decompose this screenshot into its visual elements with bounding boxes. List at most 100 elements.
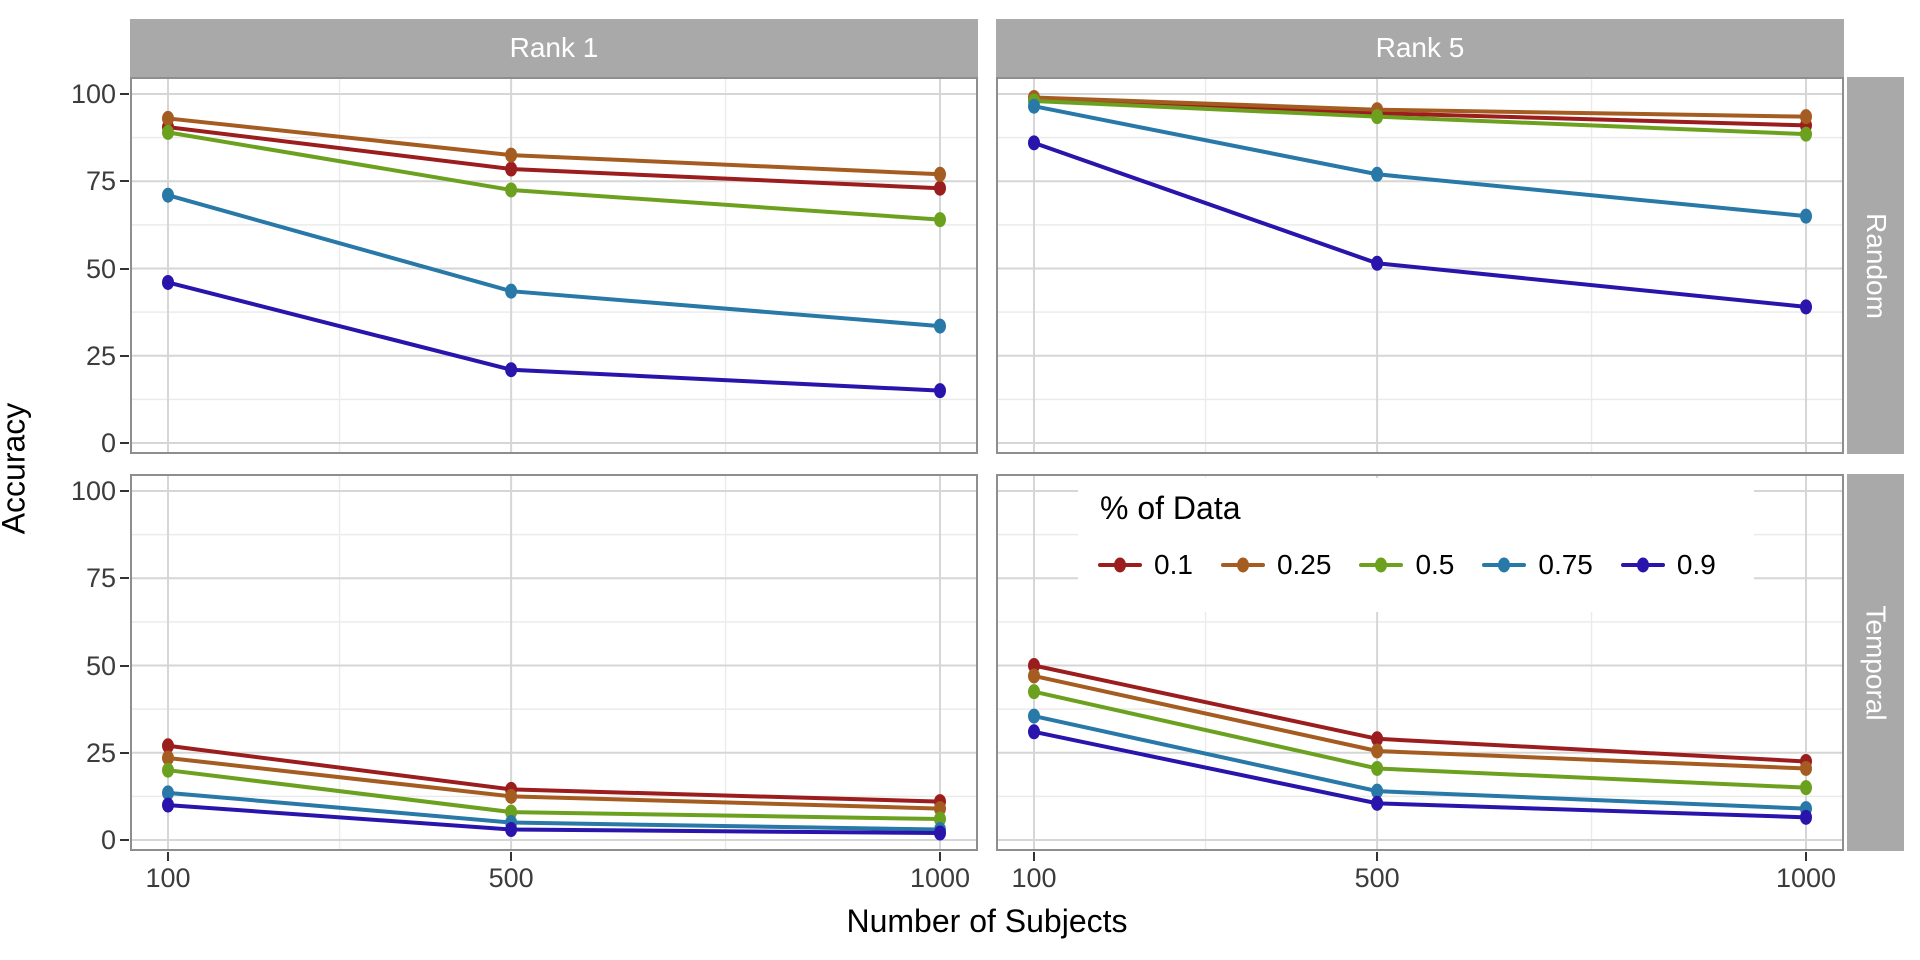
data-point [505, 822, 518, 838]
data-point [1371, 743, 1384, 759]
data-point [934, 383, 946, 399]
data-point [162, 274, 174, 290]
y-tick-label: 25 [85, 340, 116, 371]
y-tick-label: 100 [70, 476, 116, 506]
panel-border [996, 474, 1844, 851]
legend-item: 0.1 [1098, 549, 1193, 581]
x-tick-mark [510, 852, 513, 861]
data-point [162, 187, 174, 203]
data-point [1371, 795, 1384, 811]
legend-key-icon [1620, 557, 1665, 573]
legend: % of Data 0.1 0.25 0.5 0.75 0.9 [1078, 478, 1754, 612]
data-point [505, 362, 518, 378]
legend-item: 0.9 [1620, 549, 1716, 581]
legend-item: 0.5 [1359, 549, 1454, 581]
facet-column-strip-rank-1: Rank 1 [130, 19, 978, 77]
y-tick-mark [120, 839, 129, 841]
data-series-line [166, 130, 942, 222]
x-axis-title: Number of Subjects [846, 903, 1128, 939]
x-tick-label: 500 [1354, 863, 1400, 893]
facet-row-label: Temporal [1860, 604, 1892, 721]
data-point [162, 124, 174, 140]
legend-items: 0.1 0.25 0.5 0.75 0.9 [1078, 549, 1754, 581]
panel-plot-area [130, 474, 978, 851]
data-point [1371, 109, 1384, 125]
panel-plot-area [996, 77, 1844, 454]
y-tick-label: 100 [70, 79, 116, 109]
x-tick-mark [167, 852, 169, 861]
data-point [162, 762, 174, 778]
data-point [162, 110, 174, 126]
legend-item-label: 0.5 [1415, 549, 1455, 580]
y-tick-mark [120, 751, 129, 754]
data-point [1028, 668, 1040, 684]
data-point [162, 797, 174, 813]
legend-key-dot [1114, 557, 1126, 573]
data-point [1371, 760, 1384, 776]
facet-row-strip-random: Random [1847, 77, 1904, 454]
data-point [1800, 109, 1812, 125]
data-point [1371, 783, 1384, 799]
legend-item-label: 0.9 [1676, 549, 1716, 580]
legend-key-icon [1359, 557, 1404, 573]
legend-item-label: 0.25 [1276, 549, 1332, 580]
legend-item-label: 0.1 [1154, 549, 1193, 580]
data-point [162, 738, 174, 754]
y-tick-mark [120, 577, 129, 580]
facet-row-strip-temporal: Temporal [1847, 474, 1904, 851]
y-tick-label: 0 [100, 825, 116, 855]
data-point [505, 147, 518, 163]
facet-column-strip-rank-5: Rank 5 [996, 19, 1844, 77]
data-point [1371, 255, 1384, 271]
legend-item: 0.25 [1220, 549, 1332, 581]
data-point [934, 318, 946, 334]
x-tick-mark [1033, 852, 1035, 861]
x-tick-label: 1000 [1775, 863, 1837, 893]
data-point [505, 283, 518, 299]
y-tick-mark [120, 664, 129, 667]
data-series-line [166, 193, 942, 329]
data-point [1028, 724, 1040, 740]
legend-key-icon [1220, 557, 1265, 573]
panel-rank5-random [996, 77, 1844, 454]
data-point [1800, 208, 1812, 224]
y-tick-label: 0 [100, 428, 116, 458]
y-tick-label: 75 [85, 166, 116, 197]
x-tick-label: 500 [488, 863, 534, 893]
data-point [162, 785, 174, 801]
x-tick-mark [1805, 852, 1807, 861]
data-point [505, 788, 518, 804]
y-axis-title: Accuracy [0, 402, 32, 535]
x-tick-label: 100 [145, 863, 191, 893]
data-point [1371, 166, 1384, 182]
legend-key-icon [1482, 557, 1527, 573]
legend-key-dot [1375, 557, 1388, 573]
x-tick-mark [1376, 852, 1379, 861]
data-series-line [166, 280, 942, 393]
y-tick-mark [120, 180, 129, 183]
facet-row-label: Random [1860, 212, 1892, 319]
facet-column-label: Rank 5 [1375, 32, 1465, 63]
data-point [1028, 98, 1040, 114]
data-series-line [166, 743, 942, 804]
data-point [1028, 684, 1040, 700]
data-point [934, 212, 946, 228]
legend-key-dot [1636, 557, 1649, 573]
panel-plot-area [130, 77, 978, 454]
data-point [1800, 760, 1812, 776]
data-point [1800, 780, 1812, 796]
data-point [934, 180, 946, 196]
y-tick-mark [120, 267, 129, 270]
y-tick-label: 50 [85, 253, 116, 284]
data-point [1028, 658, 1040, 673]
data-point [1800, 126, 1812, 142]
y-tick-mark [120, 442, 129, 444]
panel-border [130, 77, 978, 454]
panel-border [130, 474, 978, 851]
data-point [505, 161, 518, 177]
panel-rank1-temporal [130, 474, 978, 851]
legend-key-icon [1098, 557, 1142, 573]
data-point [1800, 809, 1812, 825]
panel-plot-area [996, 474, 1844, 851]
